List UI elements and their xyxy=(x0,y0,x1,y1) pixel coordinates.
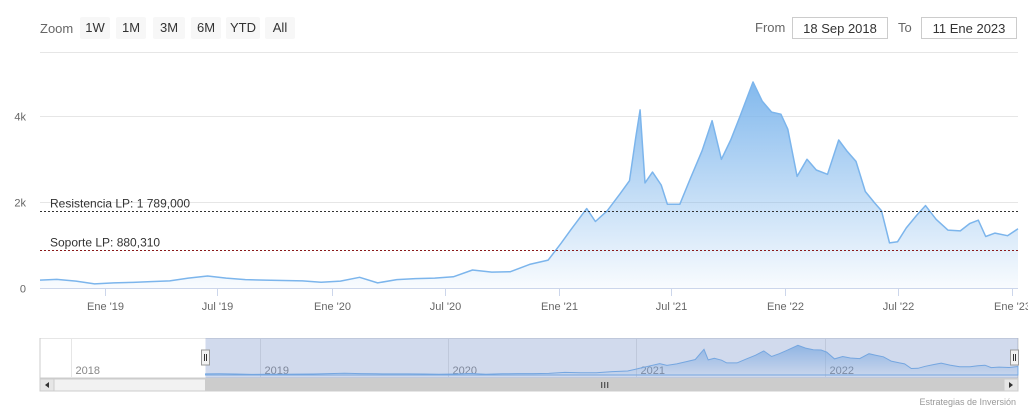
from-label: From xyxy=(755,20,786,35)
x-tick-label: Ene '21 xyxy=(541,301,578,313)
zoom-6m-button[interactable]: 6M xyxy=(191,17,221,39)
x-tick-label: Jul '22 xyxy=(883,301,914,313)
from-date-input[interactable]: 18 Sep 2018 xyxy=(792,17,888,39)
y-tick-label: 0 xyxy=(20,284,26,296)
resistance-label: Resistencia LP: 1 789,000 xyxy=(50,197,190,211)
x-tick-label: Ene '20 xyxy=(314,301,351,313)
main-chart: 0 2k 4k Resistencia LP: 1 789,000 Soporte L… xyxy=(14,52,1028,313)
chart-credits: Estrategias de Inversión xyxy=(919,397,1016,407)
to-date-input[interactable]: 11 Ene 2023 xyxy=(921,17,1017,39)
navigator-year-label: 2018 xyxy=(76,365,100,377)
x-tick-label: Ene '19 xyxy=(87,301,124,313)
zoom-label: Zoom xyxy=(40,21,74,36)
navigator-handle-right[interactable] xyxy=(1010,349,1019,366)
scroll-left-arrow-icon xyxy=(45,382,49,388)
support-label: Soporte LP: 880,310 xyxy=(50,236,160,250)
scrollbar-grip-icon xyxy=(601,382,609,388)
zoom-3m-button[interactable]: 3M xyxy=(153,17,185,39)
handle-body xyxy=(201,349,210,366)
y-tick-label: 4k xyxy=(14,112,26,124)
gridlines xyxy=(40,116,1018,203)
x-axis-ticks: Ene '19 Jul '19 Ene '20 Jul '20 Ene '21 Jul '… xyxy=(87,288,1028,313)
zoom-all-button[interactable]: All xyxy=(265,17,295,39)
scroll-right-arrow-icon xyxy=(1009,382,1013,388)
y-tick-label: 2k xyxy=(14,198,26,210)
x-tick-label: Jul '20 xyxy=(430,301,461,313)
price-line[interactable] xyxy=(39,81,1019,285)
to-label: To xyxy=(898,20,912,35)
zoom-1m-button[interactable]: 1M xyxy=(116,17,146,39)
range-selector-toolbar: Zoom 1W 1M 3M 6M YTD All From 18 Sep 201… xyxy=(0,0,1028,52)
navigator-selection[interactable] xyxy=(205,338,1019,378)
navigator-handle-left[interactable] xyxy=(201,349,210,366)
navigator-scrollbar[interactable] xyxy=(39,378,1019,392)
x-tick-label: Jul '19 xyxy=(202,301,233,313)
x-tick-label: Jul '21 xyxy=(656,301,687,313)
navigator[interactable]: 20182019202020212022 xyxy=(0,338,1028,394)
y-axis-ticks: 0 2k 4k xyxy=(14,112,26,296)
handle-body xyxy=(1010,349,1019,366)
x-tick-label: Ene '22 xyxy=(767,301,804,313)
zoom-1w-button[interactable]: 1W xyxy=(80,17,110,39)
x-tick-label: Ene '23 xyxy=(994,301,1028,313)
support-resistance-annotations: Resistencia LP: 1 789,000 Soporte LP: 880… xyxy=(40,197,1018,251)
price-area xyxy=(40,82,1018,288)
navigator-series xyxy=(205,344,1019,376)
zoom-ytd-button[interactable]: YTD xyxy=(226,17,260,39)
